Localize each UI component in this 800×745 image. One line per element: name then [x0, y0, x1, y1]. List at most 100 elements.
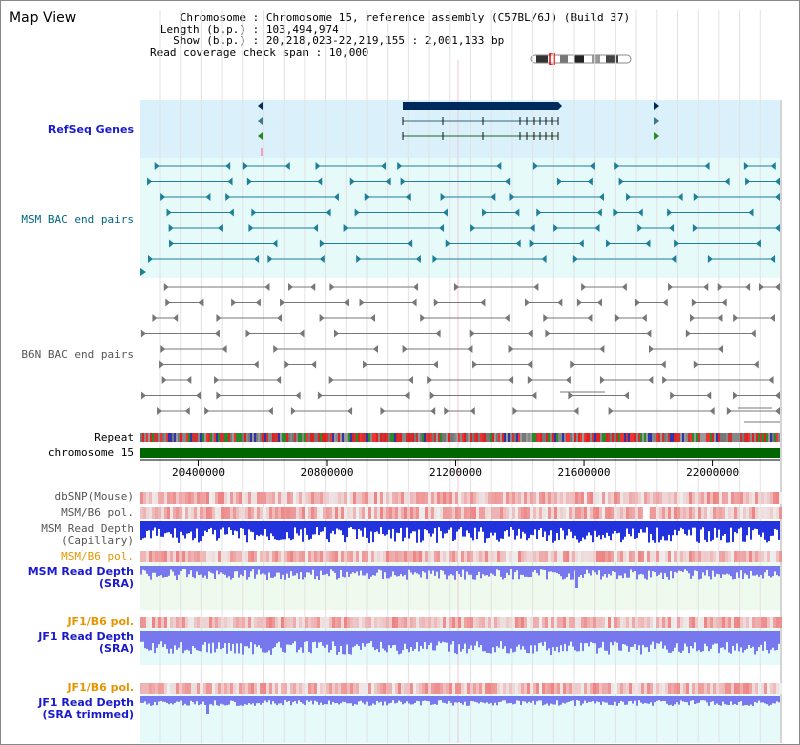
depth-bar	[740, 631, 742, 648]
depth-bar	[178, 696, 180, 702]
repeat-segment	[378, 433, 380, 442]
density-cell	[197, 683, 200, 694]
density-cell	[656, 492, 659, 504]
density-cell	[308, 507, 311, 519]
density-cell	[392, 507, 395, 519]
depth-bar	[144, 521, 146, 538]
depth-bar	[508, 566, 510, 576]
depth-bar	[540, 521, 542, 529]
density-cell	[260, 507, 263, 519]
density-cell	[497, 551, 500, 562]
depth-bar	[360, 696, 362, 701]
density-cell	[287, 551, 290, 562]
depth-bar	[342, 566, 344, 577]
depth-bar	[610, 566, 612, 576]
repeat-segment	[692, 433, 694, 442]
density-cell	[329, 617, 332, 628]
depth-bar	[250, 696, 252, 705]
density-cell	[311, 507, 314, 519]
depth-bar	[422, 696, 424, 701]
bac-end-marker	[328, 376, 334, 384]
depth-bar	[234, 521, 236, 531]
repeat-segment	[424, 433, 426, 442]
density-cell	[236, 492, 239, 504]
depth-bar	[166, 566, 168, 577]
density-cell	[557, 492, 560, 504]
repeat-segment	[188, 433, 190, 442]
depth-bar	[536, 631, 538, 652]
depth-bar	[658, 521, 660, 543]
depth-bar	[426, 631, 428, 650]
density-cell	[167, 492, 170, 504]
depth-bar	[214, 631, 216, 653]
depth-bar	[256, 631, 258, 647]
track-label-jf1-pol-2: JF1/B6 pol.	[67, 681, 134, 694]
density-cell	[566, 683, 569, 694]
gene-arrow	[558, 102, 562, 110]
repeat-segment	[216, 433, 218, 442]
bac-end-marker	[411, 298, 417, 307]
bac-end-marker	[184, 407, 190, 415]
density-cell	[380, 617, 383, 628]
repeat-segment	[610, 433, 612, 442]
depth-bar	[630, 521, 632, 537]
depth-bar	[530, 521, 532, 535]
depth-bar	[580, 631, 582, 643]
bac-end-marker	[225, 162, 231, 170]
density-cell	[374, 683, 377, 694]
density-cell	[431, 507, 434, 519]
depth-bar	[222, 696, 224, 705]
depth-bar	[710, 631, 712, 649]
repeat-segment	[694, 433, 696, 442]
bac-end-marker	[637, 208, 643, 217]
density-cell	[713, 617, 716, 628]
depth-bar	[202, 521, 204, 537]
depth-bar	[160, 631, 162, 642]
chromosome-ideogram-icon[interactable]	[530, 53, 634, 65]
bac-end-marker	[704, 162, 710, 170]
depth-bar	[648, 521, 650, 543]
depth-bar	[146, 631, 148, 649]
depth-bar	[368, 631, 370, 644]
density-cell	[677, 492, 680, 504]
density-cell	[476, 492, 479, 504]
depth-bar	[376, 566, 378, 573]
repeat-segment	[554, 433, 556, 442]
density-cell	[380, 507, 383, 519]
density-cell	[314, 683, 317, 694]
depth-bar	[512, 521, 514, 530]
repeat-segment	[324, 433, 326, 442]
repeat-segment	[326, 433, 328, 442]
density-cell	[503, 617, 506, 628]
density-cell	[560, 683, 563, 694]
density-cell	[353, 492, 356, 504]
density-cell	[665, 683, 668, 694]
density-cell	[221, 683, 224, 694]
depth-bar	[474, 631, 476, 646]
repeat-segment	[346, 433, 348, 442]
depth-bar	[766, 521, 768, 543]
density-cell	[632, 492, 635, 504]
density-cell	[236, 507, 239, 519]
density-cell	[572, 683, 575, 694]
depth-bar	[412, 521, 414, 532]
repeat-segment	[544, 433, 546, 442]
depth-bar	[290, 696, 292, 706]
density-cell	[494, 617, 497, 628]
bac-end-marker	[356, 255, 362, 263]
depth-bar	[432, 696, 434, 705]
depth-bar	[766, 566, 768, 570]
depth-bar	[608, 696, 610, 705]
bac-end-marker	[753, 360, 759, 369]
depth-bar	[468, 631, 470, 649]
density-cell	[215, 617, 218, 628]
repeat-segment	[472, 433, 474, 442]
depth-bar	[492, 521, 494, 536]
density-cell	[182, 492, 185, 504]
depth-bar	[582, 696, 584, 704]
bac-end-marker	[693, 360, 699, 369]
repeat-segment	[762, 433, 764, 442]
density-cell	[161, 617, 164, 628]
depth-bar	[512, 696, 514, 705]
